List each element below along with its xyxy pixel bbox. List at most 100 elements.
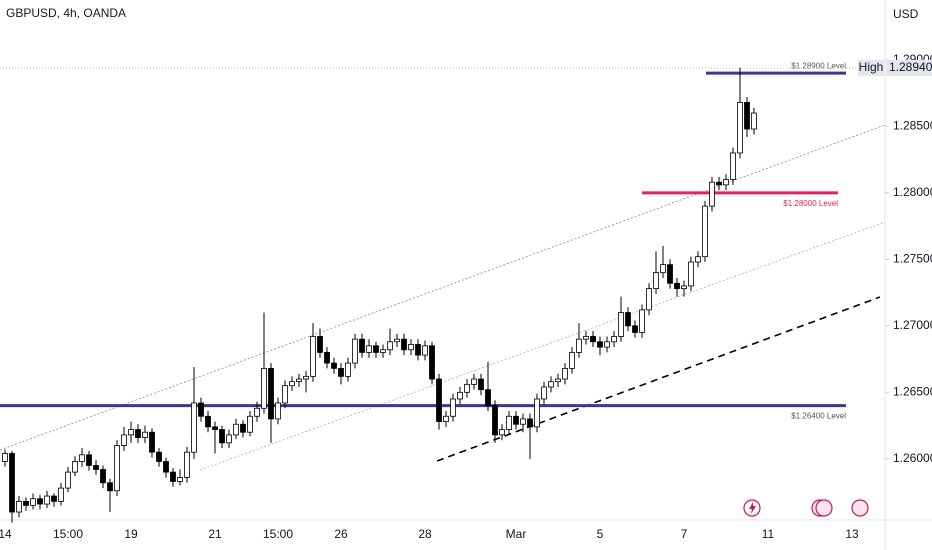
candle-body [380,349,386,353]
candle-body [394,338,400,343]
candle-body [401,338,407,351]
candle-body [142,431,148,438]
candle-body [604,341,610,348]
candle-body [296,378,302,383]
high-value-badge [886,59,932,76]
high-badge [858,59,884,76]
candle-body [513,415,519,425]
candle-body [702,205,708,258]
candle-body [660,264,666,274]
candle-body [695,256,701,263]
x-tick-label: Mar [506,527,527,541]
candle-body [184,451,190,478]
candle-body [618,312,624,337]
high-value: 1.28940 [889,60,932,74]
candle-body [723,179,729,186]
candle-body [233,423,239,436]
x-tick-label: 15:00 [263,527,293,541]
candle-body [443,415,449,422]
candle-body [408,344,414,351]
candle-body [590,336,596,343]
candle-body [506,415,512,430]
candle-body [44,495,50,505]
candle-body [478,378,484,391]
event-icon-bolt [749,502,756,514]
candle-body [422,345,428,356]
candle-body [177,477,183,482]
candle-body [373,345,379,353]
candle-body [450,398,456,417]
x-tick-label: 5 [597,527,604,541]
event-icon [743,499,761,517]
candle-body [583,336,589,340]
candle-body [345,362,351,377]
candle-body [114,445,120,492]
event-icon [851,499,869,517]
candle-body [163,461,169,473]
candle-body [338,367,344,377]
x-tick-label: 7 [681,527,688,541]
candle-body [485,389,491,407]
currency: USD [893,7,919,21]
candle-body [324,352,330,364]
candle-body [93,465,99,470]
x-tick-label: 15:00 [53,527,83,541]
candle-body [289,381,295,387]
candle-body [562,367,568,380]
level-label: $1.28900 Level [791,61,846,70]
candle-body [275,402,281,420]
candle-body [86,454,92,466]
candle-body [716,181,722,186]
event-icons [743,499,869,517]
candle-body [212,426,218,430]
candle-body [128,429,134,436]
candle-body [415,344,421,356]
candle-body [170,471,176,482]
candle-body [359,338,365,353]
candle-body [198,402,204,417]
chart-title: GBPUSD, 4h, OANDA [6,6,126,20]
candle-body [317,336,323,353]
candle-body [100,469,106,484]
candle-body [2,453,8,462]
candle-body [744,102,750,130]
candle-body [72,461,78,473]
candle-body [681,285,687,289]
candle-body [569,352,575,369]
candle-body [303,375,309,380]
candle-body [240,423,246,433]
y-tick-label: 1.28000 [893,185,932,199]
trend-line [436,296,881,462]
candle-body [646,288,652,311]
candle-body [436,378,442,422]
candle-body [65,471,71,489]
candle-body [667,264,673,284]
candle-body [548,381,554,388]
candle-body [219,429,225,444]
candle-body [737,102,743,154]
candle-body [16,500,22,513]
candle-body [555,378,561,383]
candle-body [464,383,470,393]
candle-body [653,272,659,289]
candle-body [149,431,155,453]
candle-body [688,261,694,287]
candle-body [156,451,162,462]
candle-body [674,282,680,289]
candle-body [121,434,127,446]
candle-body [107,482,113,492]
x-tick-label: 14 [0,527,12,541]
candle-body [23,500,29,506]
candle-body [282,385,288,404]
x-tick-label: 21 [208,527,222,541]
candle-body [254,407,260,417]
x-tick-label: 19 [124,527,138,541]
candle-body [471,378,477,385]
candle-body [51,495,57,502]
candle-body [366,345,372,353]
candle-body [191,402,197,453]
candle-body [135,429,141,438]
